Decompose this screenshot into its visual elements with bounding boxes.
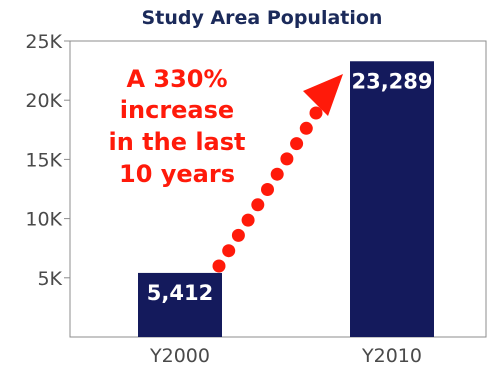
annotation-line: 10 years <box>119 160 235 188</box>
arrow-dot <box>280 152 294 166</box>
data-labels: 5,412 23,289 <box>147 69 433 305</box>
data-label: 5,412 <box>147 281 213 305</box>
bar-y2000 <box>138 272 222 337</box>
arrow-dot <box>231 228 245 242</box>
arrow-dot <box>251 198 265 212</box>
arrow-dot <box>261 183 274 196</box>
annotation-line: in the last <box>108 128 245 156</box>
data-label: 23,289 <box>351 69 432 93</box>
increase-arrow <box>212 74 343 273</box>
chart-title: Study Area Population <box>142 7 383 29</box>
arrow-dot <box>290 137 304 151</box>
y-axis: 5K 10K 15K 20K 25K <box>25 31 70 290</box>
y-tick-label: 20K <box>25 90 62 112</box>
annotation-line: increase <box>120 96 234 124</box>
arrow-dot <box>299 121 313 135</box>
x-axis: Y2000 Y2010 <box>149 345 422 367</box>
annotation-line: A 330% <box>126 65 227 93</box>
y-tick-label: 10K <box>25 209 62 231</box>
arrow-dot <box>222 244 236 258</box>
y-tick-label: 25K <box>25 31 62 53</box>
x-tick-label: Y2000 <box>149 345 210 367</box>
bars <box>138 61 434 337</box>
y-tick-label: 5K <box>37 268 62 290</box>
y-tick-label: 15K <box>25 149 62 171</box>
arrow-dot <box>212 259 226 273</box>
x-tick-label: Y2010 <box>361 345 422 367</box>
arrow-dot <box>309 106 323 120</box>
arrow-dot <box>241 213 255 227</box>
bar-y2010 <box>350 61 434 337</box>
increase-annotation: A 330% increase in the last 10 years <box>108 65 245 188</box>
arrow-dot <box>270 167 284 181</box>
arrow-head <box>303 74 343 116</box>
